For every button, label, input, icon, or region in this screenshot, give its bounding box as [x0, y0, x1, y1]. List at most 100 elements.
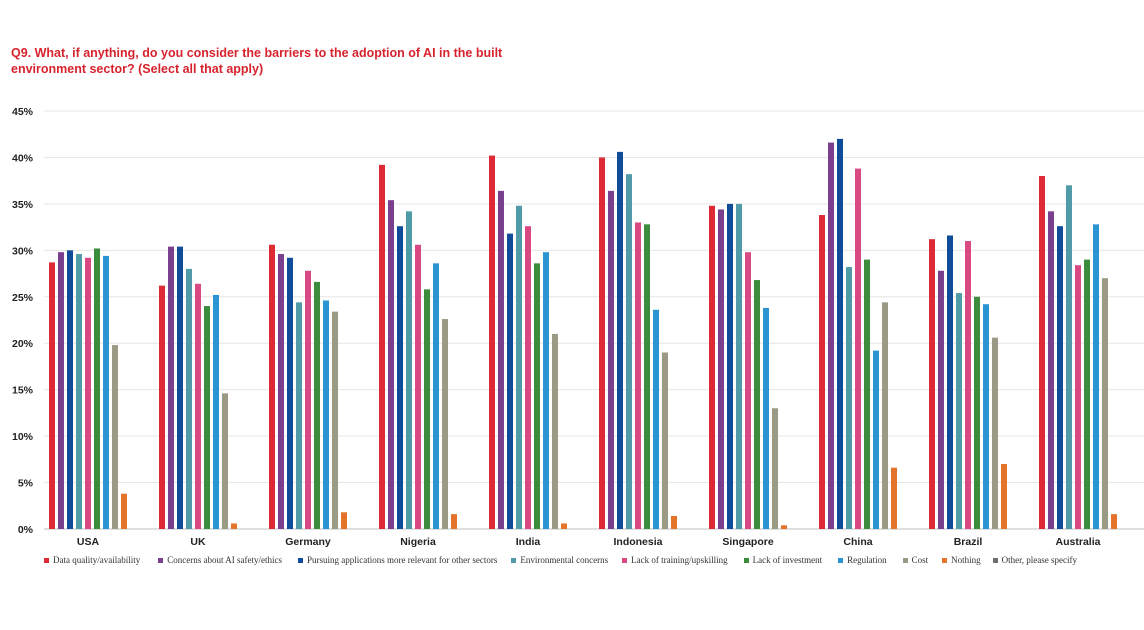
x-category-label: China [843, 536, 872, 548]
bar [195, 283, 201, 529]
bar [956, 293, 962, 529]
bar [341, 512, 347, 529]
bar [442, 319, 448, 529]
legend-swatch [297, 557, 303, 563]
bar [314, 281, 320, 529]
bar [1057, 226, 1063, 529]
legend-swatch [622, 557, 628, 563]
legend-swatch [511, 557, 517, 563]
bar [644, 224, 650, 529]
bar [451, 514, 457, 529]
bar [709, 205, 715, 529]
bar [608, 190, 614, 529]
bar [929, 239, 935, 530]
x-category-label: Nigeria [400, 536, 436, 548]
bar [635, 222, 641, 529]
bar [159, 285, 165, 529]
bar [754, 280, 760, 529]
legend-label: Concerns about AI safety/ethics [167, 555, 282, 565]
bar [489, 155, 495, 529]
bar [397, 226, 403, 529]
bar [85, 257, 91, 529]
legend-item: Regulation [838, 555, 887, 565]
bar [864, 259, 870, 529]
x-category-label: India [516, 536, 541, 548]
bar [763, 307, 769, 529]
bar [204, 306, 210, 529]
x-category-label: Singapore [722, 536, 774, 548]
bar [186, 268, 192, 529]
x-category-label: UK [190, 536, 206, 548]
bar [718, 209, 724, 529]
bar [534, 263, 540, 529]
bar [1066, 185, 1072, 530]
legend-label: Other, please specify [1001, 555, 1078, 565]
bar [599, 157, 605, 529]
y-tick-label: 5% [18, 478, 34, 490]
legend-label: Data quality/availability [53, 555, 141, 565]
bar [974, 296, 980, 529]
bar [168, 246, 174, 529]
bar [58, 252, 64, 530]
bar [121, 493, 127, 529]
bar [846, 267, 852, 529]
bar [653, 309, 659, 529]
legend-label: Lack of training/upskilling [631, 555, 728, 565]
legend-label: Environmental concerns [520, 555, 609, 565]
legend-label: Pursuing applications more relevant for … [306, 555, 498, 565]
legend-label: Cost [911, 555, 929, 565]
legend-item: Lack of training/upskilling [622, 555, 728, 565]
bar [873, 350, 879, 529]
bar [269, 244, 275, 529]
y-tick-label: 30% [12, 245, 34, 257]
bar [406, 211, 412, 529]
legend-swatch [743, 557, 749, 563]
bar [772, 408, 778, 529]
bar [882, 302, 888, 529]
bar [278, 254, 284, 529]
bar [1084, 259, 1090, 529]
y-tick-label: 20% [12, 338, 34, 350]
bar [103, 255, 109, 529]
legend-item: Concerns about AI safety/ethics [158, 555, 282, 565]
bar [177, 246, 183, 529]
bar [433, 263, 439, 529]
legend-swatch [942, 557, 948, 563]
y-tick-label: 35% [12, 199, 34, 211]
legend-swatch [44, 557, 49, 563]
x-category-label: Australia [1056, 536, 1101, 548]
legend-item: Cost [902, 555, 929, 565]
bar [222, 393, 228, 529]
bar [332, 311, 338, 529]
y-tick-label: 40% [12, 152, 34, 164]
bar [819, 215, 825, 529]
legend-swatch [992, 557, 998, 563]
y-tick-label: 0% [18, 524, 34, 536]
bar [1001, 463, 1007, 529]
chart-legend: Data quality/availability Concerns about … [44, 553, 1144, 567]
bar [76, 254, 82, 529]
bar [1093, 224, 1099, 529]
y-tick-label: 45% [12, 106, 34, 118]
bar [112, 345, 118, 529]
x-category-label: Indonesia [613, 536, 662, 548]
bar [1048, 211, 1054, 529]
bar [1111, 514, 1117, 529]
bar [736, 203, 742, 529]
bar [415, 244, 421, 529]
y-tick-label: 15% [12, 385, 34, 397]
bar [891, 467, 897, 529]
bar [1102, 278, 1108, 529]
legend-swatch [158, 557, 164, 563]
bar [855, 168, 861, 529]
bar [323, 300, 329, 529]
bar [49, 262, 55, 529]
bar [296, 302, 302, 529]
bar [94, 248, 100, 529]
x-category-label: USA [77, 536, 100, 548]
y-tick-label: 25% [12, 292, 34, 304]
bar [671, 515, 677, 529]
bar [213, 294, 219, 529]
bar [388, 200, 394, 529]
